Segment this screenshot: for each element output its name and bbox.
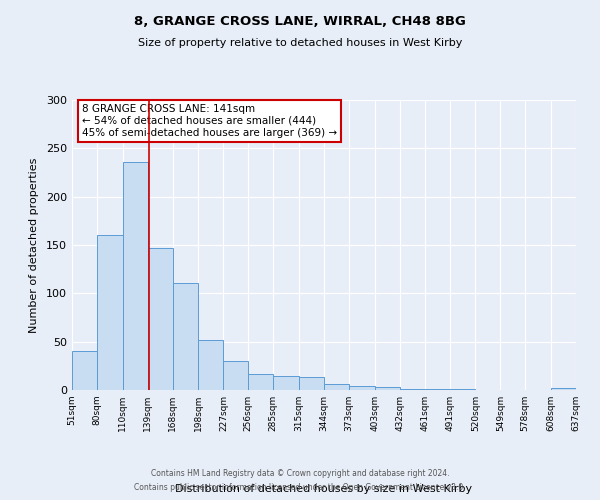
Bar	[199, 340, 223, 390]
Bar	[123, 162, 148, 390]
Y-axis label: Number of detached properties: Number of detached properties	[29, 158, 39, 332]
Bar	[97, 236, 123, 390]
Bar	[173, 282, 199, 390]
X-axis label: Distribution of detached houses by size in West Kirby: Distribution of detached houses by size …	[175, 484, 473, 494]
Bar	[551, 388, 576, 390]
Bar	[451, 389, 475, 390]
Text: 8 GRANGE CROSS LANE: 141sqm
← 54% of detached houses are smaller (444)
45% of se: 8 GRANGE CROSS LANE: 141sqm ← 54% of det…	[82, 104, 337, 138]
Bar	[375, 387, 400, 390]
Bar	[223, 361, 248, 390]
Bar	[349, 386, 375, 390]
Bar	[148, 248, 173, 390]
Text: Size of property relative to detached houses in West Kirby: Size of property relative to detached ho…	[138, 38, 462, 48]
Bar	[324, 384, 349, 390]
Text: Contains public sector information licensed under the Open Government Licence v3: Contains public sector information licen…	[134, 484, 466, 492]
Bar	[425, 389, 451, 390]
Text: 8, GRANGE CROSS LANE, WIRRAL, CH48 8BG: 8, GRANGE CROSS LANE, WIRRAL, CH48 8BG	[134, 15, 466, 28]
Text: Contains HM Land Registry data © Crown copyright and database right 2024.: Contains HM Land Registry data © Crown c…	[151, 468, 449, 477]
Bar	[72, 352, 97, 390]
Bar	[299, 378, 324, 390]
Bar	[400, 389, 425, 390]
Bar	[248, 374, 273, 390]
Bar	[273, 376, 299, 390]
